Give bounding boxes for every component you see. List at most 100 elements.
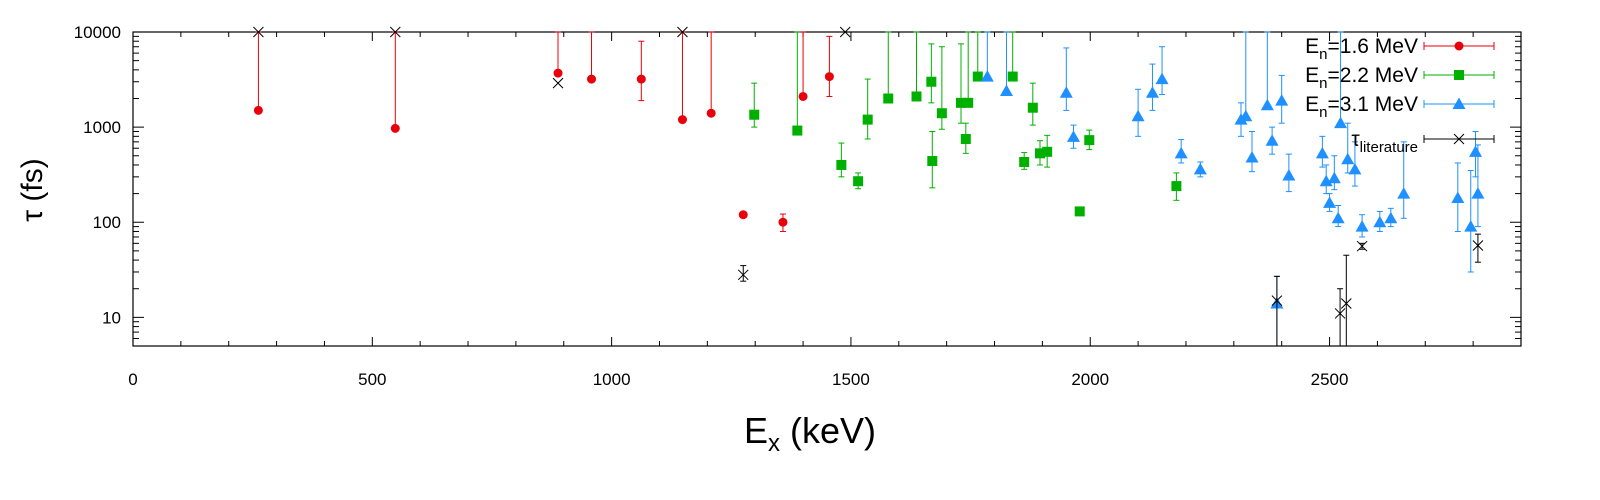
data-point — [749, 109, 760, 120]
plot-frame — [132, 31, 1522, 347]
data-point — [1315, 146, 1329, 159]
legend-marker — [1454, 70, 1464, 80]
data-point — [1323, 196, 1337, 208]
data-point — [1348, 162, 1362, 175]
x-tick-label: 1500 — [832, 370, 870, 389]
data-point — [1193, 162, 1207, 175]
data-point — [1356, 240, 1368, 252]
data-point — [1384, 211, 1398, 224]
data-point — [980, 70, 994, 82]
data-point — [927, 156, 938, 167]
legend-label: En=1.6 MeV — [1305, 35, 1418, 63]
data-point — [389, 26, 401, 38]
data-point — [1084, 135, 1095, 146]
data-point — [253, 26, 264, 38]
data-point — [1451, 191, 1465, 203]
x-tick-label: 1000 — [593, 370, 631, 389]
axes — [132, 31, 1522, 347]
y-tick-label: 10000 — [74, 23, 121, 42]
data-point — [1007, 71, 1018, 82]
data-point — [1397, 187, 1411, 199]
data-point — [553, 68, 563, 78]
x-tick-label: 0 — [128, 370, 137, 389]
data-point — [792, 125, 803, 136]
data-point — [999, 84, 1013, 96]
x-axis-title: Ex (keV) — [744, 410, 876, 457]
data-point — [636, 74, 646, 84]
data-point — [1340, 298, 1352, 309]
x-tick-label: 2500 — [1311, 370, 1349, 389]
data-point — [798, 91, 808, 101]
data-point — [1131, 109, 1145, 122]
data-point — [1019, 156, 1030, 167]
data-point — [1239, 109, 1253, 122]
data-marks — [253, 26, 1485, 347]
data-point — [936, 108, 947, 119]
y-tick-label: 100 — [93, 213, 121, 232]
series-3 — [253, 26, 1484, 347]
data-point — [1334, 116, 1348, 129]
data-point — [883, 93, 894, 104]
data-point — [1469, 145, 1483, 157]
x-tick-label: 2000 — [1071, 370, 1109, 389]
y-axis-title: τ (fs) — [16, 158, 49, 222]
data-point — [1373, 215, 1387, 228]
series-0 — [253, 31, 834, 232]
data-point — [1066, 130, 1080, 142]
data-point — [677, 115, 687, 125]
data-point — [960, 134, 971, 145]
data-point — [1355, 220, 1369, 232]
data-point — [390, 123, 400, 133]
legend-marker — [1453, 133, 1465, 145]
data-point — [1074, 206, 1085, 217]
data-point — [1275, 94, 1289, 106]
data-point — [706, 108, 716, 118]
y-tick-label: 1000 — [83, 118, 121, 137]
y-tick-label: 10 — [102, 308, 121, 327]
data-point — [552, 77, 564, 89]
data-point — [853, 176, 864, 187]
data-point — [1171, 181, 1182, 192]
data-point — [1042, 146, 1053, 157]
data-point — [1027, 102, 1038, 113]
data-point — [911, 91, 922, 102]
legend-marker — [1454, 41, 1464, 51]
data-point — [1155, 72, 1169, 85]
legend-label: En=2.2 MeV — [1305, 64, 1418, 92]
data-point — [1145, 86, 1159, 98]
data-point — [1271, 295, 1283, 306]
data-point — [862, 114, 873, 125]
data-point — [253, 105, 263, 115]
series-1 — [749, 31, 1182, 217]
data-point — [677, 26, 688, 38]
data-point — [1471, 187, 1485, 199]
ticks: 0 500 1000 1500 2000 2500 10 100 1000 10000 — [74, 23, 1521, 389]
data-point — [1472, 240, 1484, 251]
data-point — [1059, 86, 1073, 98]
data-point — [738, 210, 748, 220]
data-point — [1319, 174, 1333, 187]
legend-label: En=3.1 MeV — [1305, 93, 1418, 121]
data-point — [1464, 220, 1478, 232]
data-point — [1334, 308, 1346, 319]
x-tick-label: 500 — [358, 370, 386, 389]
data-point — [1034, 148, 1045, 159]
data-point — [1331, 211, 1345, 224]
data-point — [1282, 169, 1296, 181]
data-point — [1265, 134, 1279, 146]
data-point — [737, 269, 749, 281]
data-point — [926, 76, 937, 87]
data-point — [836, 159, 847, 170]
data-point — [1260, 98, 1274, 111]
data-point — [1245, 150, 1259, 163]
data-point — [1327, 171, 1341, 184]
data-point — [1341, 152, 1355, 165]
data-point — [587, 74, 597, 84]
data-point — [972, 71, 983, 82]
legend-label: τliterature — [1351, 128, 1418, 156]
legend-marker — [1452, 97, 1466, 109]
data-point — [956, 97, 967, 108]
data-point — [839, 26, 851, 38]
